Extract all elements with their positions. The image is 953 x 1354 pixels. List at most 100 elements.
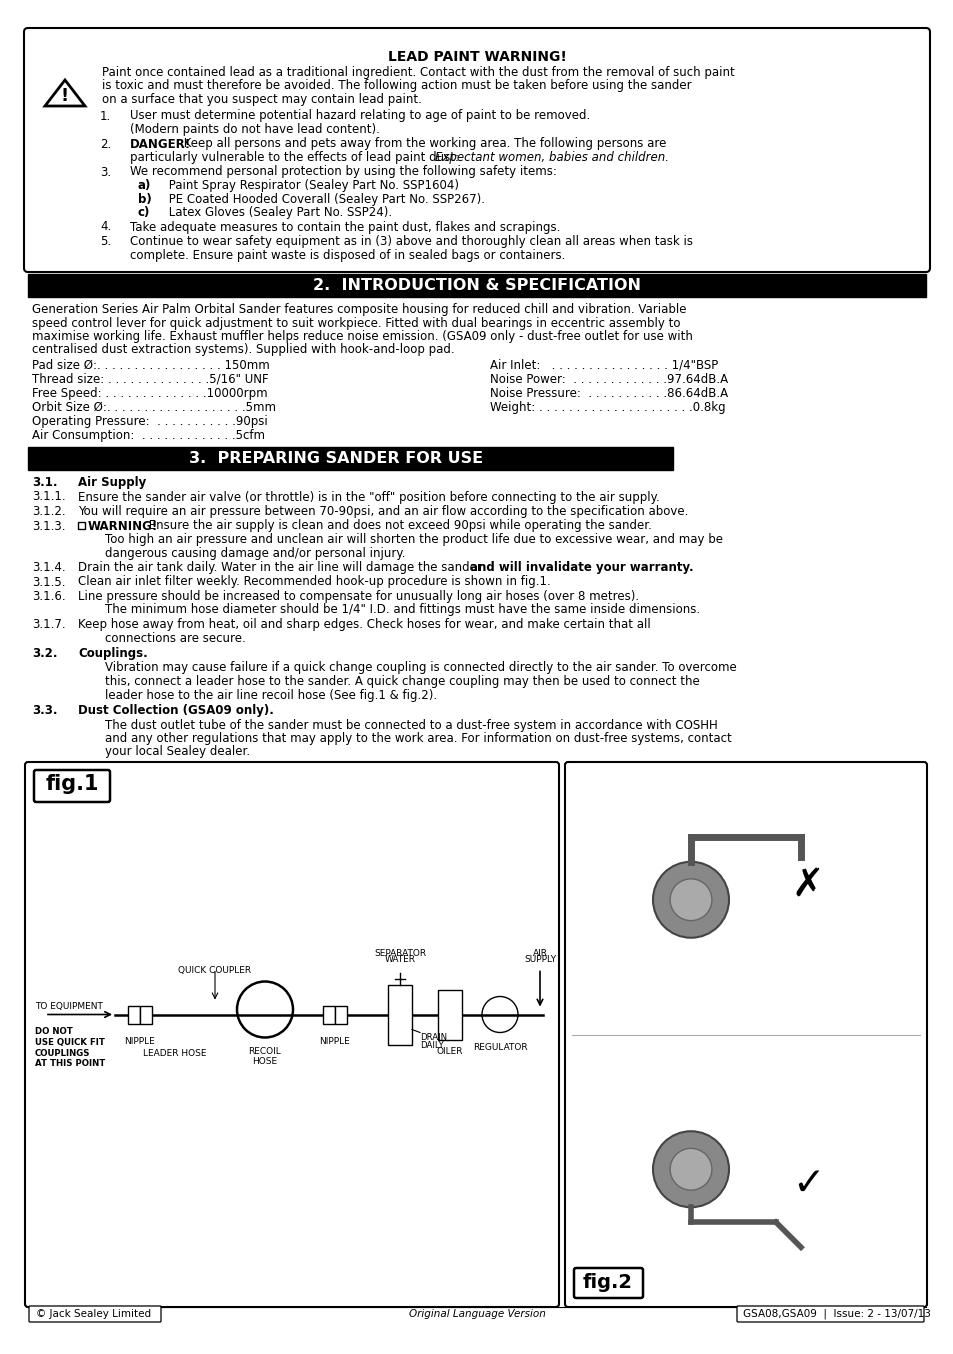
Text: GSA08,GSA09  |  Issue: 2 - 13/07/13: GSA08,GSA09 | Issue: 2 - 13/07/13 [742, 1309, 930, 1319]
Bar [28, 274, 925, 297]
Text: Keep hose away from heat, oil and sharp edges. Check hoses for wear, and make ce: Keep hose away from heat, oil and sharp … [78, 617, 650, 631]
Text: Take adequate measures to contain the paint dust, flakes and scrapings.: Take adequate measures to contain the pa… [130, 221, 559, 233]
Text: LEAD PAINT WARNING!: LEAD PAINT WARNING! [387, 50, 566, 64]
Text: 3.1.4.: 3.1.4. [32, 561, 66, 574]
Text: complete. Ensure paint waste is disposed of in sealed bags or containers.: complete. Ensure paint waste is disposed… [130, 249, 565, 261]
Text: Generation Series Air Palm Orbital Sander features composite housing for reduced: Generation Series Air Palm Orbital Sande… [32, 303, 686, 315]
FancyBboxPatch shape [564, 762, 926, 1307]
Text: 3.1.5.: 3.1.5. [32, 575, 66, 589]
Text: particularly vulnerable to the effects of lead paint dust:: particularly vulnerable to the effects o… [130, 152, 462, 164]
Text: and will invalidate your warranty.: and will invalidate your warranty. [470, 561, 693, 574]
Text: Keep all persons and pets away from the working area. The following persons are: Keep all persons and pets away from the … [180, 138, 666, 150]
Text: Noise Pressure:  . . . . . . . . . . .86.64dB.A: Noise Pressure: . . . . . . . . . . .86.… [490, 387, 727, 399]
Text: DAILY: DAILY [419, 1041, 443, 1051]
Bar [388, 984, 412, 1044]
Text: OILER: OILER [436, 1048, 463, 1056]
Circle shape [669, 1148, 711, 1190]
Text: 3.1.7.: 3.1.7. [32, 617, 66, 631]
Text: Too high an air pressure and unclean air will shorten the product life due to ex: Too high an air pressure and unclean air… [105, 533, 722, 546]
Text: Air Inlet:   . . . . . . . . . . . . . . . . 1/4"BSP: Air Inlet: . . . . . . . . . . . . . . .… [490, 359, 718, 372]
Circle shape [652, 1131, 728, 1208]
Circle shape [652, 861, 728, 938]
Text: ✓: ✓ [791, 1166, 823, 1204]
Text: AT THIS POINT: AT THIS POINT [35, 1059, 105, 1068]
FancyBboxPatch shape [25, 762, 558, 1307]
Text: PE Coated Hooded Coverall (Sealey Part No. SSP267).: PE Coated Hooded Coverall (Sealey Part N… [165, 192, 484, 206]
Text: COUPLINGS: COUPLINGS [35, 1048, 91, 1057]
Text: centralised dust extraction systems). Supplied with hook-and-loop pad.: centralised dust extraction systems). Su… [32, 344, 455, 356]
Text: We recommend personal protection by using the following safety items:: We recommend personal protection by usin… [130, 165, 557, 179]
Text: dangerous causing damage and/or personal injury.: dangerous causing damage and/or personal… [105, 547, 405, 559]
Text: Couplings.: Couplings. [78, 647, 148, 659]
Text: © Jack Sealey Limited: © Jack Sealey Limited [36, 1309, 151, 1319]
Bar [28, 447, 672, 470]
Text: The dust outlet tube of the sander must be connected to a dust-free system in ac: The dust outlet tube of the sander must … [105, 719, 717, 731]
Text: ✗: ✗ [791, 865, 823, 903]
Text: SEPARATOR: SEPARATOR [374, 949, 426, 957]
Text: fig.1: fig.1 [45, 774, 99, 793]
FancyBboxPatch shape [34, 770, 110, 802]
Text: Operating Pressure:  . . . . . . . . . . .90psi: Operating Pressure: . . . . . . . . . . … [32, 414, 268, 428]
Text: Expectant women, babies and children.: Expectant women, babies and children. [435, 152, 668, 164]
Text: Thread size: . . . . . . . . . . . . . .5/16" UNF: Thread size: . . . . . . . . . . . . . .… [32, 372, 269, 386]
Text: a): a) [138, 179, 152, 192]
Text: Pad size Ø:. . . . . . . . . . . . . . . . . 150mm: Pad size Ø:. . . . . . . . . . . . . . .… [32, 359, 270, 372]
Text: your local Sealey dealer.: your local Sealey dealer. [105, 746, 250, 758]
Text: on a surface that you suspect may contain lead paint.: on a surface that you suspect may contai… [102, 93, 421, 106]
Text: Original Language Version: Original Language Version [408, 1309, 545, 1319]
Text: Paint Spray Respirator (Sealey Part No. SSP1604): Paint Spray Respirator (Sealey Part No. … [165, 179, 458, 192]
Text: 2.  INTRODUCTION & SPECIFICATION: 2. INTRODUCTION & SPECIFICATION [313, 278, 640, 292]
Text: 3.1.1.: 3.1.1. [32, 490, 66, 504]
Text: 3.1.3.: 3.1.3. [32, 520, 66, 532]
Text: Continue to wear safety equipment as in (3) above and thoroughly clean all areas: Continue to wear safety equipment as in … [130, 236, 692, 248]
Text: 3.  PREPARING SANDER FOR USE: 3. PREPARING SANDER FOR USE [189, 451, 482, 466]
Text: TO EQUIPMENT: TO EQUIPMENT [35, 1002, 103, 1011]
Text: DRAIN: DRAIN [419, 1033, 447, 1041]
Text: WATER: WATER [384, 956, 416, 964]
FancyBboxPatch shape [24, 28, 929, 272]
Text: b): b) [138, 192, 152, 206]
Text: User must determine potential hazard relating to age of paint to be removed.: User must determine potential hazard rel… [130, 110, 590, 122]
Text: this, connect a leader hose to the sander. A quick change coupling may then be u: this, connect a leader hose to the sande… [105, 676, 699, 688]
Text: Dust Collection (GSA09 only).: Dust Collection (GSA09 only). [78, 704, 274, 718]
Text: connections are secure.: connections are secure. [105, 631, 246, 645]
Bar [78, 521, 85, 528]
Text: DO NOT: DO NOT [35, 1026, 72, 1036]
Text: Air Consumption:  . . . . . . . . . . . . .5cfm: Air Consumption: . . . . . . . . . . . .… [32, 429, 265, 441]
Text: 3.2.: 3.2. [32, 647, 57, 659]
Text: Latex Gloves (Sealey Part No. SSP24).: Latex Gloves (Sealey Part No. SSP24). [165, 206, 392, 219]
Text: Ensure the air supply is clean and does not exceed 90psi while operating the san: Ensure the air supply is clean and does … [145, 520, 651, 532]
FancyBboxPatch shape [574, 1267, 642, 1298]
Text: You will require an air pressure between 70-90psi, and an air flow according to : You will require an air pressure between… [78, 505, 688, 519]
Text: USE QUICK FIT: USE QUICK FIT [35, 1037, 105, 1047]
Text: 3.1.6.: 3.1.6. [32, 590, 66, 603]
Text: 3.1.: 3.1. [32, 477, 57, 489]
Text: NIPPLE: NIPPLE [125, 1037, 155, 1045]
Text: SUPPLY: SUPPLY [523, 956, 556, 964]
Bar [437, 990, 461, 1040]
Bar [140, 1006, 152, 1024]
Text: fig.2: fig.2 [582, 1274, 633, 1293]
Text: Ensure the sander air valve (or throttle) is in the "off" position before connec: Ensure the sander air valve (or throttle… [78, 490, 659, 504]
Text: 3.1.2.: 3.1.2. [32, 505, 66, 519]
Text: DANGER!: DANGER! [130, 138, 191, 150]
Text: maximise working life. Exhaust muffler helps reduce noise emission. (GSA09 only : maximise working life. Exhaust muffler h… [32, 330, 692, 343]
Text: AIR: AIR [532, 949, 547, 957]
Bar [335, 1006, 347, 1024]
Bar [128, 1006, 140, 1024]
Text: Paint once contained lead as a traditional ingredient. Contact with the dust fro: Paint once contained lead as a tradition… [102, 66, 734, 79]
Text: Vibration may cause failure if a quick change coupling is connected directly to : Vibration may cause failure if a quick c… [105, 662, 736, 674]
Text: RECOIL: RECOIL [249, 1048, 281, 1056]
Text: Weight: . . . . . . . . . . . . . . . . . . . . .0.8kg: Weight: . . . . . . . . . . . . . . . . … [490, 401, 725, 414]
Text: 5.: 5. [100, 236, 111, 248]
Text: Line pressure should be increased to compensate for unusually long air hoses (ov: Line pressure should be increased to com… [78, 590, 639, 603]
Text: REGULATOR: REGULATOR [472, 1043, 527, 1052]
Text: !: ! [61, 87, 69, 106]
Text: 1.: 1. [100, 110, 112, 122]
Bar [323, 1006, 335, 1024]
Text: is toxic and must therefore be avoided. The following action must be taken befor: is toxic and must therefore be avoided. … [102, 80, 691, 92]
Text: (Modern paints do not have lead content).: (Modern paints do not have lead content)… [130, 123, 379, 135]
Text: Air Supply: Air Supply [78, 477, 146, 489]
Text: LEADER HOSE: LEADER HOSE [143, 1049, 207, 1059]
Text: QUICK COUPLER: QUICK COUPLER [178, 967, 252, 975]
